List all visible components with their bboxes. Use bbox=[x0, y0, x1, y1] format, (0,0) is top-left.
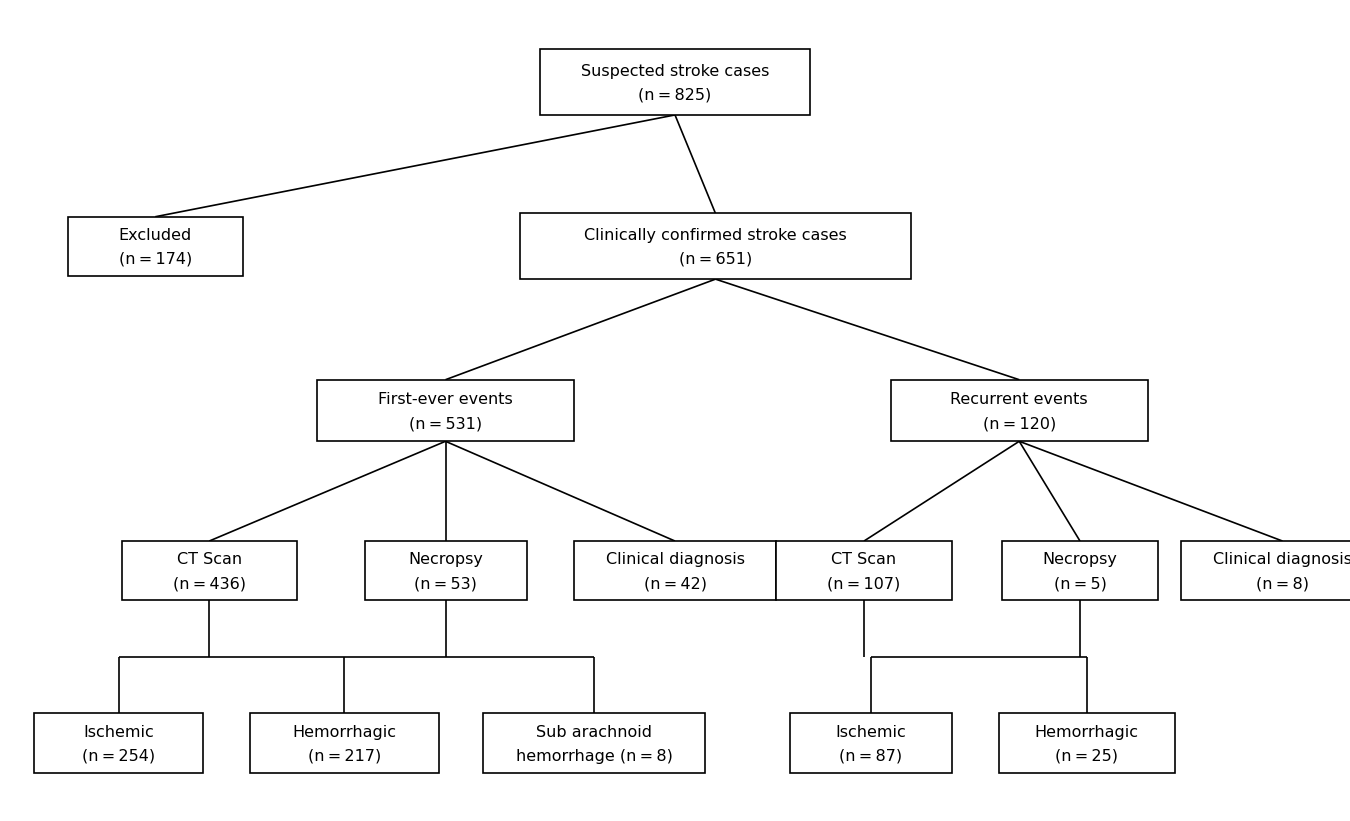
Text: (n = 53): (n = 53) bbox=[414, 576, 477, 591]
Text: (n = 107): (n = 107) bbox=[828, 576, 900, 591]
Text: (n = 87): (n = 87) bbox=[840, 749, 902, 764]
Text: (n = 8): (n = 8) bbox=[1256, 576, 1310, 591]
Text: (n = 5): (n = 5) bbox=[1053, 576, 1107, 591]
FancyBboxPatch shape bbox=[68, 217, 243, 276]
Text: Necropsy: Necropsy bbox=[1042, 553, 1118, 567]
Text: (n = 531): (n = 531) bbox=[409, 416, 482, 431]
FancyBboxPatch shape bbox=[483, 713, 705, 773]
FancyBboxPatch shape bbox=[891, 379, 1148, 441]
FancyBboxPatch shape bbox=[776, 541, 952, 600]
FancyBboxPatch shape bbox=[317, 379, 574, 441]
Text: (n = 217): (n = 217) bbox=[308, 749, 381, 764]
Text: Ischemic: Ischemic bbox=[84, 725, 154, 740]
Text: Clinical diagnosis: Clinical diagnosis bbox=[606, 553, 744, 567]
Text: Excluded: Excluded bbox=[119, 228, 192, 243]
Text: (n = 825): (n = 825) bbox=[639, 88, 711, 103]
Text: hemorrhage (n = 8): hemorrhage (n = 8) bbox=[516, 749, 672, 764]
Text: (n = 651): (n = 651) bbox=[679, 252, 752, 267]
Text: Clinical diagnosis: Clinical diagnosis bbox=[1214, 553, 1350, 567]
Text: Clinically confirmed stroke cases: Clinically confirmed stroke cases bbox=[585, 228, 846, 243]
FancyBboxPatch shape bbox=[999, 713, 1174, 773]
Text: CT Scan: CT Scan bbox=[832, 553, 896, 567]
Text: (n = 254): (n = 254) bbox=[82, 749, 155, 764]
FancyBboxPatch shape bbox=[574, 541, 776, 600]
Text: (n = 25): (n = 25) bbox=[1056, 749, 1118, 764]
Text: Hemorrhagic: Hemorrhagic bbox=[292, 725, 397, 740]
Text: (n = 436): (n = 436) bbox=[173, 576, 246, 591]
Text: Suspected stroke cases: Suspected stroke cases bbox=[580, 64, 770, 79]
Text: Ischemic: Ischemic bbox=[836, 725, 906, 740]
Text: CT Scan: CT Scan bbox=[177, 553, 242, 567]
FancyBboxPatch shape bbox=[34, 713, 202, 773]
FancyBboxPatch shape bbox=[364, 541, 526, 600]
Text: Recurrent events: Recurrent events bbox=[950, 392, 1088, 407]
Text: Necropsy: Necropsy bbox=[408, 553, 483, 567]
Text: Sub arachnoid: Sub arachnoid bbox=[536, 725, 652, 740]
FancyBboxPatch shape bbox=[250, 713, 439, 773]
FancyBboxPatch shape bbox=[790, 713, 952, 773]
FancyBboxPatch shape bbox=[1002, 541, 1157, 600]
Text: (n = 42): (n = 42) bbox=[644, 576, 706, 591]
Text: (n = 174): (n = 174) bbox=[119, 252, 192, 267]
FancyBboxPatch shape bbox=[540, 49, 810, 115]
FancyBboxPatch shape bbox=[122, 541, 297, 600]
Text: Hemorrhagic: Hemorrhagic bbox=[1034, 725, 1139, 740]
Text: First-ever events: First-ever events bbox=[378, 392, 513, 407]
FancyBboxPatch shape bbox=[520, 213, 911, 279]
Text: (n = 120): (n = 120) bbox=[983, 416, 1056, 431]
FancyBboxPatch shape bbox=[1181, 541, 1350, 600]
